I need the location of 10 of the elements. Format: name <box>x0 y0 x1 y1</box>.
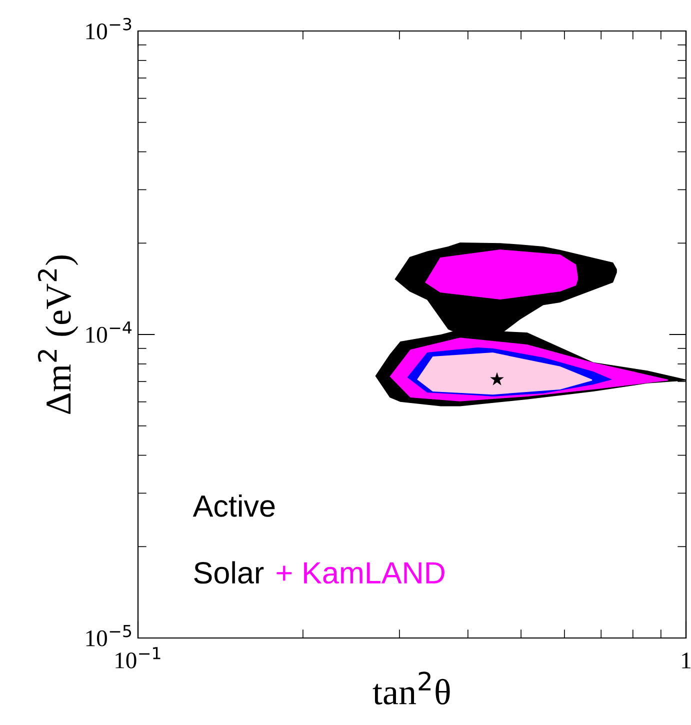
x-tick-label: 10$^{−1}$ <box>116 647 160 668</box>
y-axis-title: Δm$^{2}$ (eV$^{2}$) <box>38 255 78 414</box>
x-tick-label: 1 <box>682 652 690 668</box>
legend-label: Solar <box>194 561 264 584</box>
annotation: Active <box>192 494 275 517</box>
x-axis-title: tan$^{2}$θ <box>372 672 450 705</box>
y-tick-label: 10$^{−3}$ <box>86 18 132 40</box>
y-tick-label: 10$^{−5}$ <box>86 624 132 646</box>
y-tick-label: 10$^{−4}$ <box>86 321 132 343</box>
legend-label: + KamLAND <box>276 562 444 584</box>
